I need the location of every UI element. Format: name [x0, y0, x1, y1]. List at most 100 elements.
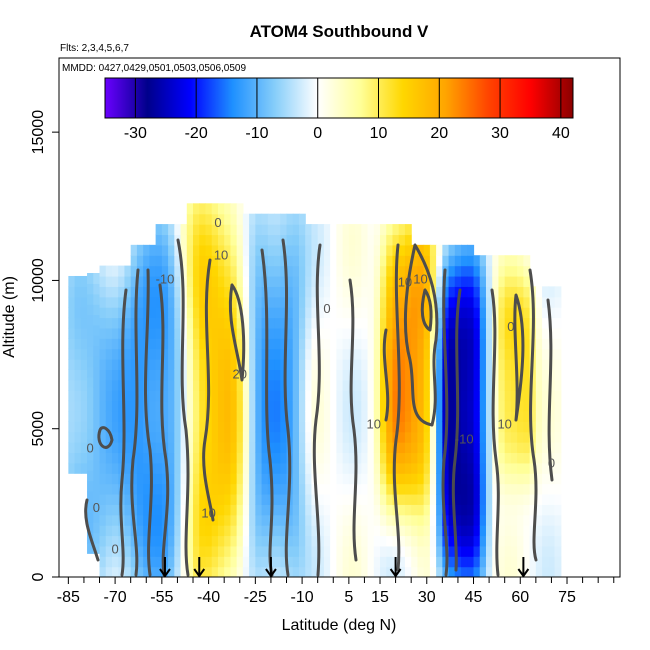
- heatmap-cell: [249, 473, 256, 485]
- heatmap-cell: [87, 273, 94, 284]
- heatmap-cell: [523, 556, 531, 568]
- heatmap-cell: [74, 421, 82, 433]
- heatmap-cell: [305, 224, 313, 236]
- heatmap-cell: [136, 296, 144, 308]
- heatmap-cell: [242, 234, 250, 246]
- heatmap-cell: [211, 493, 219, 505]
- heatmap-cell: [535, 410, 543, 422]
- heatmap-cell: [404, 493, 412, 505]
- heatmap-cell: [355, 462, 362, 474]
- heatmap-cell: [442, 462, 450, 474]
- heatmap-cell: [398, 504, 406, 516]
- heatmap-cell: [342, 556, 350, 568]
- heatmap-cell: [311, 535, 319, 547]
- heatmap-cell: [542, 504, 549, 516]
- heatmap-cell: [211, 203, 219, 215]
- heatmap-cell: [386, 379, 394, 391]
- heatmap-cell: [186, 390, 194, 402]
- heatmap-cell: [230, 307, 238, 319]
- heatmap-cell: [461, 545, 468, 557]
- heatmap-cell: [498, 296, 506, 308]
- heatmap-cell: [87, 324, 94, 336]
- heatmap-cell: [523, 317, 531, 329]
- heatmap-cell: [130, 400, 138, 412]
- heatmap-cell: [554, 359, 562, 370]
- heatmap-cell: [523, 255, 531, 267]
- contour-line: [176, 238, 190, 577]
- heatmap-cell: [292, 545, 300, 557]
- heatmap-cell: [423, 442, 431, 454]
- heatmap-cell: [523, 473, 531, 485]
- heatmap-cell: [404, 369, 412, 381]
- heatmap-cell: [429, 296, 437, 308]
- heatmap-cell: [292, 255, 300, 267]
- heatmap-cell: [74, 307, 82, 319]
- heatmap-cell: [342, 338, 350, 350]
- heatmap-cell: [180, 442, 188, 454]
- heatmap-cell: [467, 421, 475, 433]
- heatmap-cell: [124, 286, 132, 298]
- heatmap-cell: [149, 348, 157, 360]
- heatmap-cell: [479, 359, 487, 370]
- heatmap-cell: [143, 452, 150, 464]
- heatmap-cell: [361, 410, 369, 422]
- heatmap-cell: [554, 431, 562, 443]
- heatmap-cell: [186, 213, 194, 225]
- heatmap-cell: [211, 535, 219, 547]
- heatmap-cell: [336, 493, 344, 505]
- heatmap-cell: [485, 307, 493, 319]
- heatmap-cell: [467, 410, 475, 422]
- heatmap-cell: [305, 359, 313, 370]
- heatmap-cell: [523, 265, 531, 277]
- heatmap-cell: [305, 462, 313, 474]
- contour-line: [490, 288, 500, 577]
- heatmap-cell: [217, 504, 225, 516]
- heatmap-cell: [261, 556, 269, 568]
- heatmap-cell: [348, 244, 356, 256]
- heatmap-cell: [436, 244, 443, 256]
- heatmap-cell: [161, 369, 169, 381]
- heatmap-cell: [267, 400, 275, 412]
- heatmap-cell: [211, 296, 219, 308]
- heatmap-cell: [274, 265, 281, 277]
- heatmap-cell: [367, 379, 375, 391]
- heatmap-cell: [380, 400, 387, 412]
- heatmap-cell: [417, 327, 425, 339]
- heatmap-cell: [361, 348, 369, 360]
- heatmap-cell: [211, 514, 219, 526]
- heatmap-cell: [130, 317, 138, 329]
- heatmap-cell: [317, 462, 325, 474]
- heatmap-cell: [417, 338, 425, 350]
- heatmap-cell: [242, 348, 250, 360]
- heatmap-cell: [554, 442, 562, 454]
- heatmap-cell: [87, 345, 94, 357]
- heatmap-cell: [155, 556, 163, 568]
- heatmap-cell: [224, 473, 232, 485]
- heatmap-cell: [292, 213, 300, 225]
- heatmap-cell: [261, 348, 269, 360]
- heatmap-cell: [193, 224, 200, 236]
- heatmap-cell: [423, 244, 431, 256]
- heatmap-cell: [504, 504, 512, 516]
- heatmap-cell: [348, 566, 356, 577]
- heatmap-cell: [155, 369, 163, 381]
- heatmap-cell: [398, 514, 406, 526]
- heatmap-cell: [323, 431, 331, 443]
- heatmap-cell: [398, 296, 406, 308]
- heatmap-cell: [193, 255, 200, 267]
- heatmap-cell: [448, 348, 456, 360]
- heatmap-cell: [118, 421, 126, 433]
- heatmap-cell: [255, 255, 263, 267]
- heatmap-cell: [105, 348, 113, 360]
- heatmap-cell: [261, 452, 269, 464]
- heatmap-cell: [386, 452, 394, 464]
- heatmap-cell: [143, 514, 150, 526]
- heatmap-cell: [523, 327, 531, 339]
- heatmap-cell: [168, 514, 175, 526]
- heatmap-cell: [136, 535, 144, 547]
- heatmap-cell: [211, 234, 219, 246]
- heatmap-cell: [504, 379, 512, 391]
- heatmap-cell: [193, 504, 200, 516]
- heatmap-cell: [74, 317, 82, 329]
- heatmap-cell: [186, 338, 194, 350]
